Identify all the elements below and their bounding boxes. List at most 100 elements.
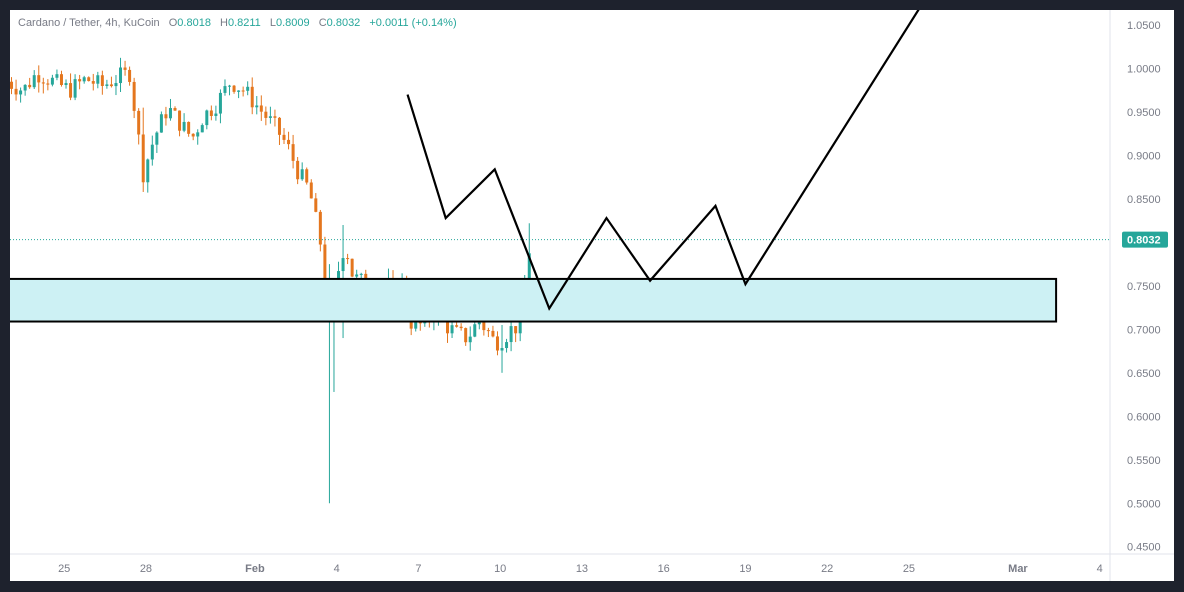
support-zone[interactable] — [10, 277, 1058, 323]
legend-open-label: O — [168, 17, 178, 29]
candle-body — [214, 113, 218, 116]
candle-body — [87, 77, 91, 82]
price-tick-label: 0.8500 — [1127, 194, 1161, 206]
candle-body — [241, 90, 245, 92]
time-tick-label: Mar — [1008, 563, 1028, 575]
candle-body — [159, 114, 163, 133]
time-tick-label: 16 — [658, 563, 670, 575]
candle-body — [119, 67, 123, 84]
candle-body — [250, 86, 254, 108]
legend-high-label: H — [220, 17, 228, 29]
projection-path[interactable] — [406, 10, 920, 311]
time-tick-label: 10 — [494, 563, 506, 575]
candle-body — [495, 336, 499, 351]
price-tick-label: 0.6000 — [1127, 411, 1161, 423]
time-tick-label: 7 — [415, 563, 421, 575]
candle-body — [228, 85, 232, 87]
candle-body — [132, 81, 136, 111]
candle-body — [141, 134, 145, 183]
candle-body — [200, 125, 204, 133]
candle-body — [446, 319, 450, 334]
candle-body — [41, 82, 45, 84]
candle-body — [146, 159, 150, 183]
candle-body — [414, 319, 418, 329]
price-tick-label: 0.6500 — [1127, 368, 1161, 380]
price-tick-label: 0.9500 — [1127, 107, 1161, 119]
candle-body — [359, 273, 363, 275]
candle-body — [14, 88, 18, 95]
chart-canvas[interactable]: 1.05001.00000.95000.90000.85000.80000.75… — [10, 10, 1174, 581]
candle-body — [59, 74, 63, 85]
candle-body — [187, 121, 191, 134]
candle-body — [318, 211, 322, 245]
chart-frame[interactable]: 1.05001.00000.95000.90000.85000.80000.75… — [10, 10, 1174, 581]
candle-body — [69, 83, 73, 98]
candle-body — [205, 110, 209, 126]
price-axis[interactable]: 1.05001.00000.95000.90000.85000.80000.75… — [1127, 20, 1161, 554]
price-tick-label: 0.7500 — [1127, 281, 1161, 293]
price-tick-label: 0.5500 — [1127, 455, 1161, 467]
legend-open-value: 0.8018 — [177, 17, 211, 29]
candle-body — [114, 83, 118, 87]
candle-body — [514, 326, 518, 334]
candle-body — [482, 322, 486, 331]
price-tick-label: 1.0500 — [1127, 20, 1161, 32]
candle-body — [305, 169, 309, 183]
candle-body — [464, 328, 468, 343]
candle-body — [459, 326, 463, 329]
candle-body — [273, 116, 277, 118]
candle-body — [287, 139, 291, 145]
candle-body — [82, 77, 86, 82]
price-tick-label: 0.9000 — [1127, 150, 1161, 162]
time-tick-label: 19 — [739, 563, 751, 575]
legend-symbol[interactable]: Cardano / Tether, 4h, KuCoin — [18, 17, 160, 29]
candle-body — [486, 330, 490, 332]
candle-body — [91, 81, 95, 84]
candle-body — [173, 108, 177, 111]
candle-body — [109, 84, 113, 87]
price-tick-label: 1.0000 — [1127, 64, 1161, 76]
candle-body — [137, 110, 141, 135]
candle-body — [96, 75, 100, 84]
candle-body — [178, 110, 182, 131]
time-tick-label: 25 — [58, 563, 70, 575]
price-tick-label: 0.4500 — [1127, 542, 1161, 554]
legend-close-value: 0.8032 — [326, 17, 361, 29]
candle-body — [259, 105, 263, 112]
candle-body — [182, 121, 186, 131]
candle-body — [346, 258, 350, 260]
candle-body — [291, 144, 295, 161]
candle-body — [19, 90, 23, 95]
candle-body — [155, 132, 159, 145]
candle-body — [32, 75, 36, 88]
candle-body — [78, 79, 82, 82]
candle-body — [64, 83, 68, 85]
candle-body — [491, 330, 495, 337]
candle-body — [296, 160, 300, 180]
candle-body — [450, 325, 454, 334]
candle-body — [455, 325, 459, 327]
last-price-tag: 0.8032 — [1122, 231, 1168, 248]
candle-body — [477, 322, 481, 325]
candle-body — [150, 144, 154, 160]
time-axis[interactable]: 25 28 Feb 4 7 10 13 16 19 22 25 Mar 4 — [58, 563, 1103, 575]
legend-low-label: L — [269, 17, 276, 29]
candle-body — [355, 274, 359, 277]
candle-body — [282, 134, 286, 140]
candle-body — [209, 110, 213, 116]
candle-body — [500, 348, 504, 351]
candle-body — [223, 86, 227, 93]
candle-body — [105, 84, 109, 86]
candle-body — [268, 116, 272, 118]
legend-change: +0.0011 (+0.14%) — [369, 17, 457, 29]
candle-body — [255, 105, 259, 108]
candle-body — [123, 67, 127, 70]
candle-body — [196, 132, 200, 137]
candle-body — [46, 83, 50, 85]
candle-body — [164, 114, 168, 119]
candle-body — [50, 77, 54, 85]
candle-body — [55, 74, 59, 78]
last-price-tag-label: 0.8032 — [1127, 235, 1161, 247]
candle-body — [73, 79, 77, 98]
candle-body — [191, 133, 195, 137]
